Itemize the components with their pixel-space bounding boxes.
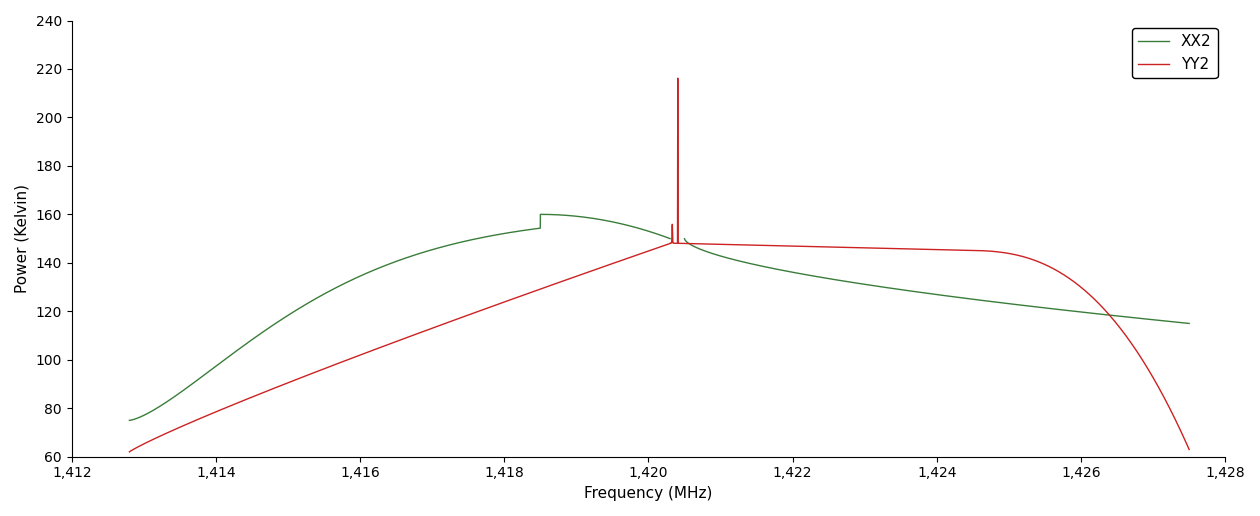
YY2 — [175, 423, 190, 429]
Line: YY2: YY2 — [130, 78, 1189, 452]
Legend: XX2, YY2: XX2, YY2 — [1131, 28, 1217, 78]
YY2 — [670, 75, 685, 81]
YY2 — [964, 247, 979, 253]
XX2 — [964, 296, 979, 302]
XX2 — [122, 417, 137, 424]
YY2 — [122, 449, 137, 455]
XX2 — [1182, 320, 1197, 327]
YY2 — [505, 296, 520, 302]
XX2 — [505, 229, 520, 235]
YY2 — [1182, 446, 1197, 453]
XX2 — [795, 271, 810, 277]
XX2 — [748, 262, 764, 268]
YY2 — [907, 246, 922, 252]
Line: XX2: XX2 — [130, 214, 1189, 421]
XX2 — [907, 288, 922, 295]
YY2 — [795, 243, 810, 249]
X-axis label: Frequency (MHz): Frequency (MHz) — [585, 486, 713, 501]
YY2 — [748, 242, 764, 248]
XX2 — [175, 388, 190, 394]
Y-axis label: Power (Kelvin): Power (Kelvin) — [15, 184, 30, 293]
